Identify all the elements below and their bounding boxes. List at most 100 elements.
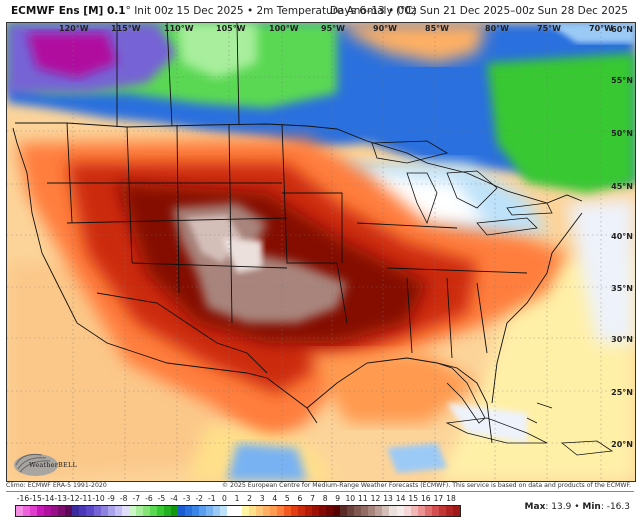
colorbar-tick: -7 <box>132 494 141 503</box>
colorbar-swatch <box>234 506 242 516</box>
weatherbell-logo: WeatherBELL <box>12 452 77 478</box>
lon-label: 75°W <box>537 24 561 33</box>
canada-magenta <box>27 33 117 78</box>
state-lines-horiz <box>47 182 288 269</box>
colorbar-tick: -6 <box>145 494 153 503</box>
colorbar-tick: -16 <box>16 494 30 503</box>
colorbar-swatch <box>396 506 404 516</box>
min-label: Min <box>582 502 601 512</box>
colorbar-swatch <box>424 506 432 516</box>
colorbar-tick: 11 <box>358 494 368 503</box>
model-name: ECMWF Ens [M] 0.1 <box>11 5 126 17</box>
state-lines <box>66 122 528 359</box>
colorbar-tick: -8 <box>119 494 128 503</box>
lon-label: 85°W <box>425 24 449 33</box>
init-time: Init 00z 15 Dec 2025 <box>134 5 244 17</box>
colorbar-swatch <box>58 506 66 516</box>
lat-label: 30°N <box>611 335 633 344</box>
anomaly-map: 120°W 115°W 110°W 105°W 100°W 95°W 90°W … <box>6 22 636 482</box>
east-coast <box>491 212 583 404</box>
caribbean-coasts <box>436 362 614 456</box>
colorbar-swatch <box>227 506 235 516</box>
lon-label: 105°W <box>216 24 246 33</box>
colorbar-swatch <box>283 506 291 516</box>
colorbar-swatch <box>375 506 383 516</box>
colorbar-swatch <box>171 506 179 516</box>
colorbar-swatch <box>255 506 263 516</box>
lon-label: 120°W <box>59 24 89 33</box>
colorbar-tick: 12 <box>370 494 381 503</box>
colorbar-swatch <box>347 506 355 516</box>
colorbar-swatch <box>185 506 193 516</box>
colorbar-swatch <box>326 506 334 516</box>
title-bar: ECMWF Ens [M] 0.1° Init 00z 15 Dec 2025 … <box>0 0 640 20</box>
max-min-summary: Max: 13.9 • Min: -16.3 <box>525 502 630 512</box>
colorbar-tick: -12 <box>67 494 80 503</box>
lat-label: 25°N <box>611 388 633 397</box>
colorbar-swatch <box>262 506 270 516</box>
colorbar-swatch <box>319 506 327 516</box>
lat-label: 40°N <box>611 232 633 241</box>
lat-label: 50°N <box>611 129 633 138</box>
max-value: : 13.9 <box>545 502 572 512</box>
colorbar-swatch <box>311 506 320 516</box>
degree-mark: ° <box>125 5 131 17</box>
colorbar-tick: -9 <box>107 494 115 503</box>
colorbar-swatch <box>135 506 143 516</box>
labrador-lightblue <box>547 23 635 43</box>
us-mexico-border <box>96 292 268 374</box>
colorbar-swatch <box>382 506 390 516</box>
colorbar-swatch <box>156 506 164 516</box>
colorbar-tick: 9 <box>335 494 341 503</box>
colorbar-swatch <box>403 506 411 516</box>
colorbar-swatch <box>72 506 80 516</box>
colorbar-swatch <box>417 506 425 516</box>
yucatan-blue <box>387 443 447 473</box>
colorbar-swatch <box>128 506 136 516</box>
colorbar-swatch <box>304 506 312 516</box>
colorbar-swatch <box>86 506 94 516</box>
colorbar-tick: -11 <box>79 494 93 503</box>
colorbar-swatch <box>178 506 186 516</box>
colorbar-tick: 8 <box>322 494 328 503</box>
lon-label: 115°W <box>111 24 141 33</box>
colorbar-swatch <box>220 506 228 516</box>
variable-name: 2m Temperature Anomaly (°C) <box>256 5 417 17</box>
lon-label: 90°W <box>373 24 397 33</box>
lat-label: 60°N <box>611 25 633 34</box>
colorbar-swatch <box>333 506 341 516</box>
province-lines <box>116 23 240 127</box>
colorbar-tick: 16 <box>420 494 431 503</box>
colorbar-swatch <box>452 506 460 516</box>
colorbar-swatch <box>121 506 129 516</box>
climo-credit: Climo: ECMWF ERA-5 1991-2020 <box>6 482 107 489</box>
colorbar-tick: 5 <box>284 494 290 503</box>
colorbar-tick: 18 <box>446 494 456 503</box>
divider <box>6 491 634 492</box>
swirl-icon <box>14 454 58 476</box>
colorbar-swatch <box>199 506 207 516</box>
colorbar-tick: 13 <box>383 494 393 503</box>
colorbar-swatch <box>149 506 157 516</box>
colorbar-tick: -2 <box>195 494 204 503</box>
colorbar-swatch <box>100 506 108 516</box>
colorbar-swatch <box>297 506 305 516</box>
colorbar-swatch <box>37 506 45 516</box>
lat-label: 20°N <box>611 440 633 449</box>
colorbar-swatch <box>248 506 256 516</box>
colorbar-tick: 10 <box>345 494 356 503</box>
gulf-orange <box>307 353 477 423</box>
copyright: © 2025 European Centre for Medium-Range … <box>221 482 631 489</box>
quebec-green <box>487 53 635 193</box>
colorbar-swatch <box>290 506 298 516</box>
colorbar-tick: -15 <box>29 494 42 503</box>
colorbar-swatch <box>389 506 397 516</box>
colorbar-swatch <box>30 506 38 516</box>
map-canvas <box>7 23 635 481</box>
colorbar-swatch <box>65 506 73 516</box>
colorbar-swatch <box>269 506 277 516</box>
lon-label: 100°W <box>269 24 299 33</box>
colorbar-tick: 14 <box>395 494 406 503</box>
colorbar-tick: 4 <box>272 494 278 503</box>
lat-label: 45°N <box>611 182 633 191</box>
